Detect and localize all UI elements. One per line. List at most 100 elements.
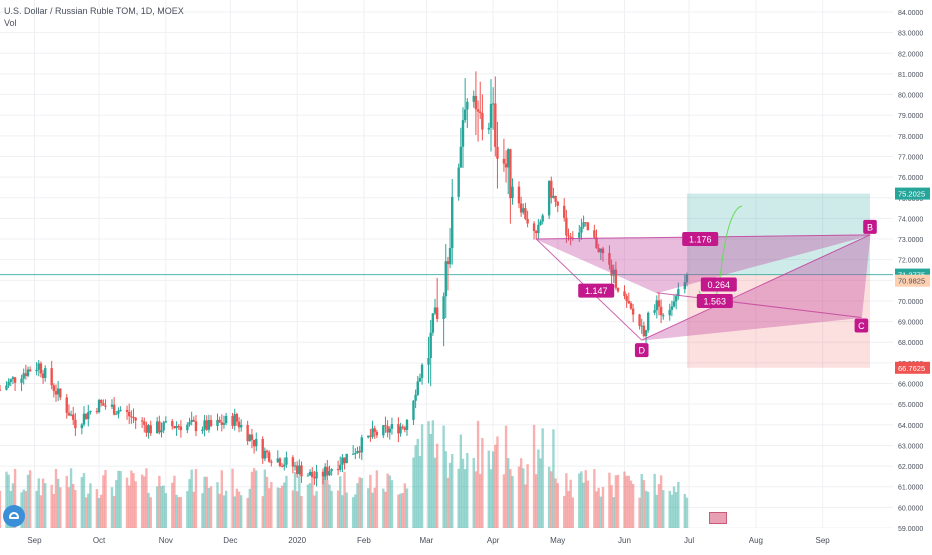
y-tick-label: 69.0000 <box>898 320 923 327</box>
candle-body <box>115 413 118 415</box>
volume-bar <box>595 491 598 528</box>
volume-bar <box>130 470 133 528</box>
candle-body <box>567 235 570 237</box>
candle-body <box>186 424 189 431</box>
candle-body <box>218 419 221 423</box>
volume-bar <box>267 488 271 528</box>
candle-body <box>132 417 135 419</box>
point-label-c: C <box>858 321 865 331</box>
y-tick-label: 81.0000 <box>898 72 923 79</box>
y-tick-label: 77.0000 <box>898 154 923 161</box>
volume-bar <box>491 451 495 528</box>
volume-bar <box>330 490 333 528</box>
volume-bar <box>125 477 129 528</box>
candle-body <box>41 373 45 378</box>
candle-body <box>610 264 613 276</box>
candle-body <box>44 368 47 378</box>
volume-bar <box>117 470 120 528</box>
volume-bar <box>186 491 189 528</box>
volume-bar <box>554 478 557 528</box>
candle-body <box>608 253 611 265</box>
candle-body <box>642 325 646 337</box>
candle-body <box>476 109 480 112</box>
volume-bar <box>220 470 224 528</box>
volume-bar <box>608 472 611 528</box>
volume-bar <box>22 489 25 528</box>
candle-body <box>466 101 469 110</box>
volume-bar <box>209 486 213 528</box>
point-label-b-box <box>863 219 877 234</box>
candle-body <box>112 404 116 415</box>
candle-body <box>250 434 254 440</box>
candle-body <box>507 149 510 168</box>
volume-bar <box>194 469 198 528</box>
candle-body <box>489 104 493 128</box>
candle-body <box>110 404 114 407</box>
candles <box>0 71 689 487</box>
volume-bar <box>67 487 71 528</box>
candle-body <box>267 452 271 462</box>
tradingview-logo-icon[interactable] <box>3 505 25 527</box>
candle-body <box>248 434 252 442</box>
volume-bar <box>207 487 211 528</box>
volume-bar <box>270 482 273 528</box>
volume-bar <box>87 493 90 528</box>
volume-bar <box>119 471 122 528</box>
candle-body <box>646 312 650 331</box>
volume-bar <box>104 470 107 528</box>
candle-body <box>375 431 379 436</box>
candle-body <box>145 424 148 433</box>
volume-bar <box>41 478 45 528</box>
volume-bar <box>54 468 58 528</box>
volume-bar <box>496 436 499 528</box>
candle-body <box>685 274 689 283</box>
candle-body <box>293 465 297 467</box>
x-tick-label: Sep <box>816 536 831 545</box>
volume-bar <box>597 487 600 528</box>
candle-body <box>74 419 77 429</box>
candle-body <box>263 450 267 459</box>
y-tick-label: 80.0000 <box>898 93 923 100</box>
volume-bar <box>343 471 346 528</box>
volume-bar <box>461 458 465 528</box>
candle-body <box>270 461 273 463</box>
price-badge: 75.2025 <box>898 190 925 199</box>
volume-bar <box>39 495 43 528</box>
volume-bar <box>179 497 183 528</box>
candle-body <box>119 409 122 411</box>
volume-bar <box>147 492 150 528</box>
candle-body <box>162 422 165 431</box>
candle-body <box>95 411 99 413</box>
volume-bar <box>110 487 114 528</box>
volume-bar <box>65 475 68 528</box>
candle-body <box>280 465 284 467</box>
candle-body <box>207 420 211 430</box>
point-label-b: B <box>867 222 873 232</box>
volume-bar <box>354 494 357 528</box>
volume-bar <box>668 490 671 528</box>
candle-body <box>80 424 84 429</box>
candle-body <box>584 222 587 224</box>
volume-bar <box>489 469 493 528</box>
volume-bar <box>69 468 73 528</box>
candle-body <box>239 424 243 428</box>
volume-bar <box>89 483 92 528</box>
y-tick-label: 74.0000 <box>898 216 923 223</box>
volume-bar <box>571 497 575 528</box>
volume-bar <box>584 470 587 528</box>
volume-bar <box>599 496 603 528</box>
volume-bar <box>345 492 348 528</box>
candle-body <box>188 422 191 425</box>
candle-body <box>616 287 620 292</box>
volume-bar <box>351 497 355 528</box>
candle-body <box>341 457 344 465</box>
candle-body <box>541 215 544 222</box>
volume-bar <box>97 497 101 528</box>
candle-body <box>351 453 355 455</box>
candle-body <box>446 261 450 265</box>
volume-bar <box>360 478 363 528</box>
volume-bar <box>414 445 417 528</box>
